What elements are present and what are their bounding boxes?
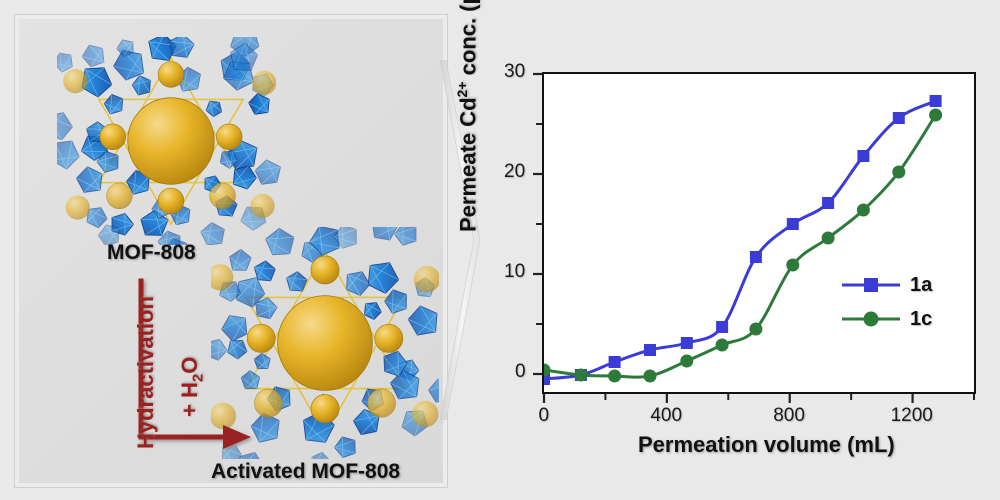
hydractivation-arrow-group: Hydractivation + H2O — [111, 277, 261, 459]
scheme-panel: MOF-808 Activated MOF-808 Hydractivat — [14, 14, 448, 488]
x-tick-label: 800 — [773, 405, 805, 426]
axis-tick-marks — [533, 72, 975, 403]
legend-item-1a[interactable]: 1a — [840, 268, 932, 302]
legend-marker-circle-icon — [842, 311, 900, 327]
y-tick-label: 20 — [504, 161, 526, 182]
reagent-prefix: + H — [177, 382, 202, 417]
y-tick-label: 10 — [504, 261, 526, 282]
activated-mof-808-label: Activated MOF-808 — [211, 460, 401, 483]
y-tick-label: 30 — [504, 61, 526, 82]
reagent-subscript: 2 — [189, 373, 207, 383]
reaction-arrow-icon — [138, 278, 251, 449]
hydractivation-text: Hydractivation — [133, 296, 158, 449]
mof-808-label: MOF-808 — [107, 241, 196, 264]
legend-marker-square-icon — [842, 278, 900, 292]
chart-legend: 1a 1c — [840, 268, 932, 336]
panel-divider-chevron-icon — [439, 60, 481, 420]
x-tick-label: 400 — [650, 405, 683, 426]
scheme-illustration: MOF-808 Activated MOF-808 Hydractivat — [15, 15, 447, 487]
mof-808-cluster-illustration — [57, 37, 285, 245]
y-tick-label: 0 — [515, 361, 526, 382]
legend-label-1a: 1a — [910, 273, 933, 296]
line-series-canvas — [544, 95, 943, 385]
water-reagent-text: + H2O — [177, 357, 206, 417]
permeation-chart-panel: Permeate Cd2+ conc. (ppb) Permeation vol… — [454, 0, 1000, 500]
x-tick-label: 0 — [538, 405, 550, 426]
x-axis-title: Permeation volume (mL) — [638, 432, 895, 457]
x-tick-label: 1200 — [890, 405, 933, 426]
plot-area — [542, 72, 976, 394]
activated-mof-808-cluster-illustration — [211, 227, 439, 459]
legend-label-1c: 1c — [910, 307, 933, 330]
legend-item-1c[interactable]: 1c — [840, 302, 932, 336]
reagent-suffix: O — [177, 356, 202, 374]
